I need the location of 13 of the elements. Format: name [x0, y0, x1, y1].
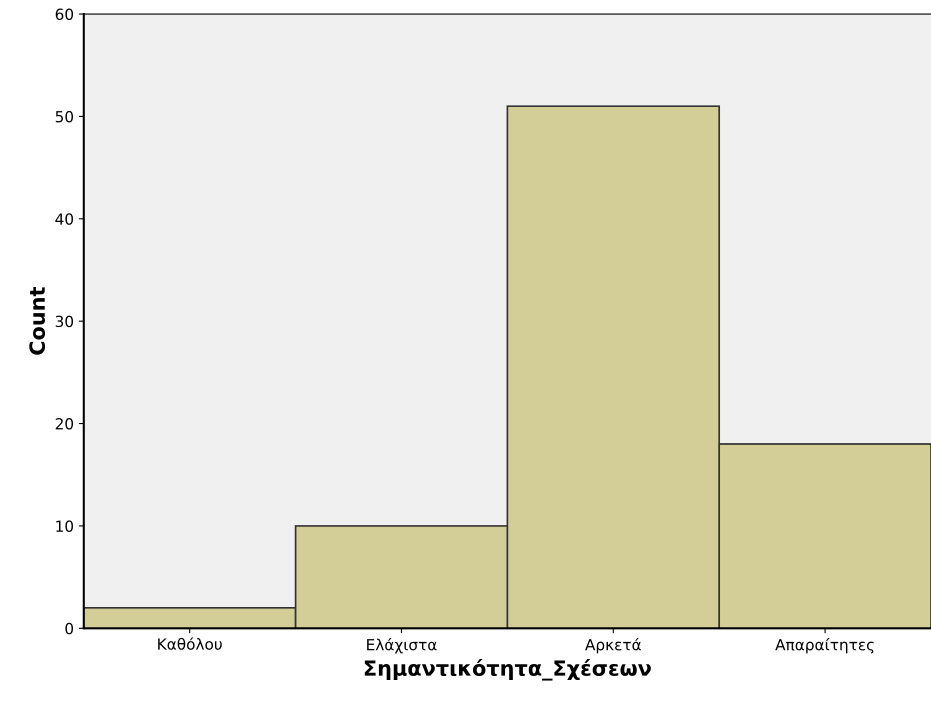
y-tick-label: 60: [56, 8, 74, 20]
y-tick-label: 10: [56, 520, 74, 532]
x-tick-label: Αρκετά: [585, 638, 641, 654]
x-axis-title: Σημαντικότητα_Σχέσεων: [364, 658, 651, 681]
x-tick-label: Καθόλου: [158, 637, 222, 650]
x-tick-label: Ελάχιστα: [367, 638, 437, 654]
y-tick-label: 50: [56, 110, 74, 122]
y-tick-label: 40: [55, 213, 74, 225]
y-tick-label: 20: [56, 418, 74, 430]
x-tick-label: Απαραίτητες: [775, 638, 874, 654]
y-axis-title: Count: [29, 287, 46, 355]
y-tick-label: 0: [65, 622, 74, 634]
y-tick-label: 30: [56, 316, 74, 328]
